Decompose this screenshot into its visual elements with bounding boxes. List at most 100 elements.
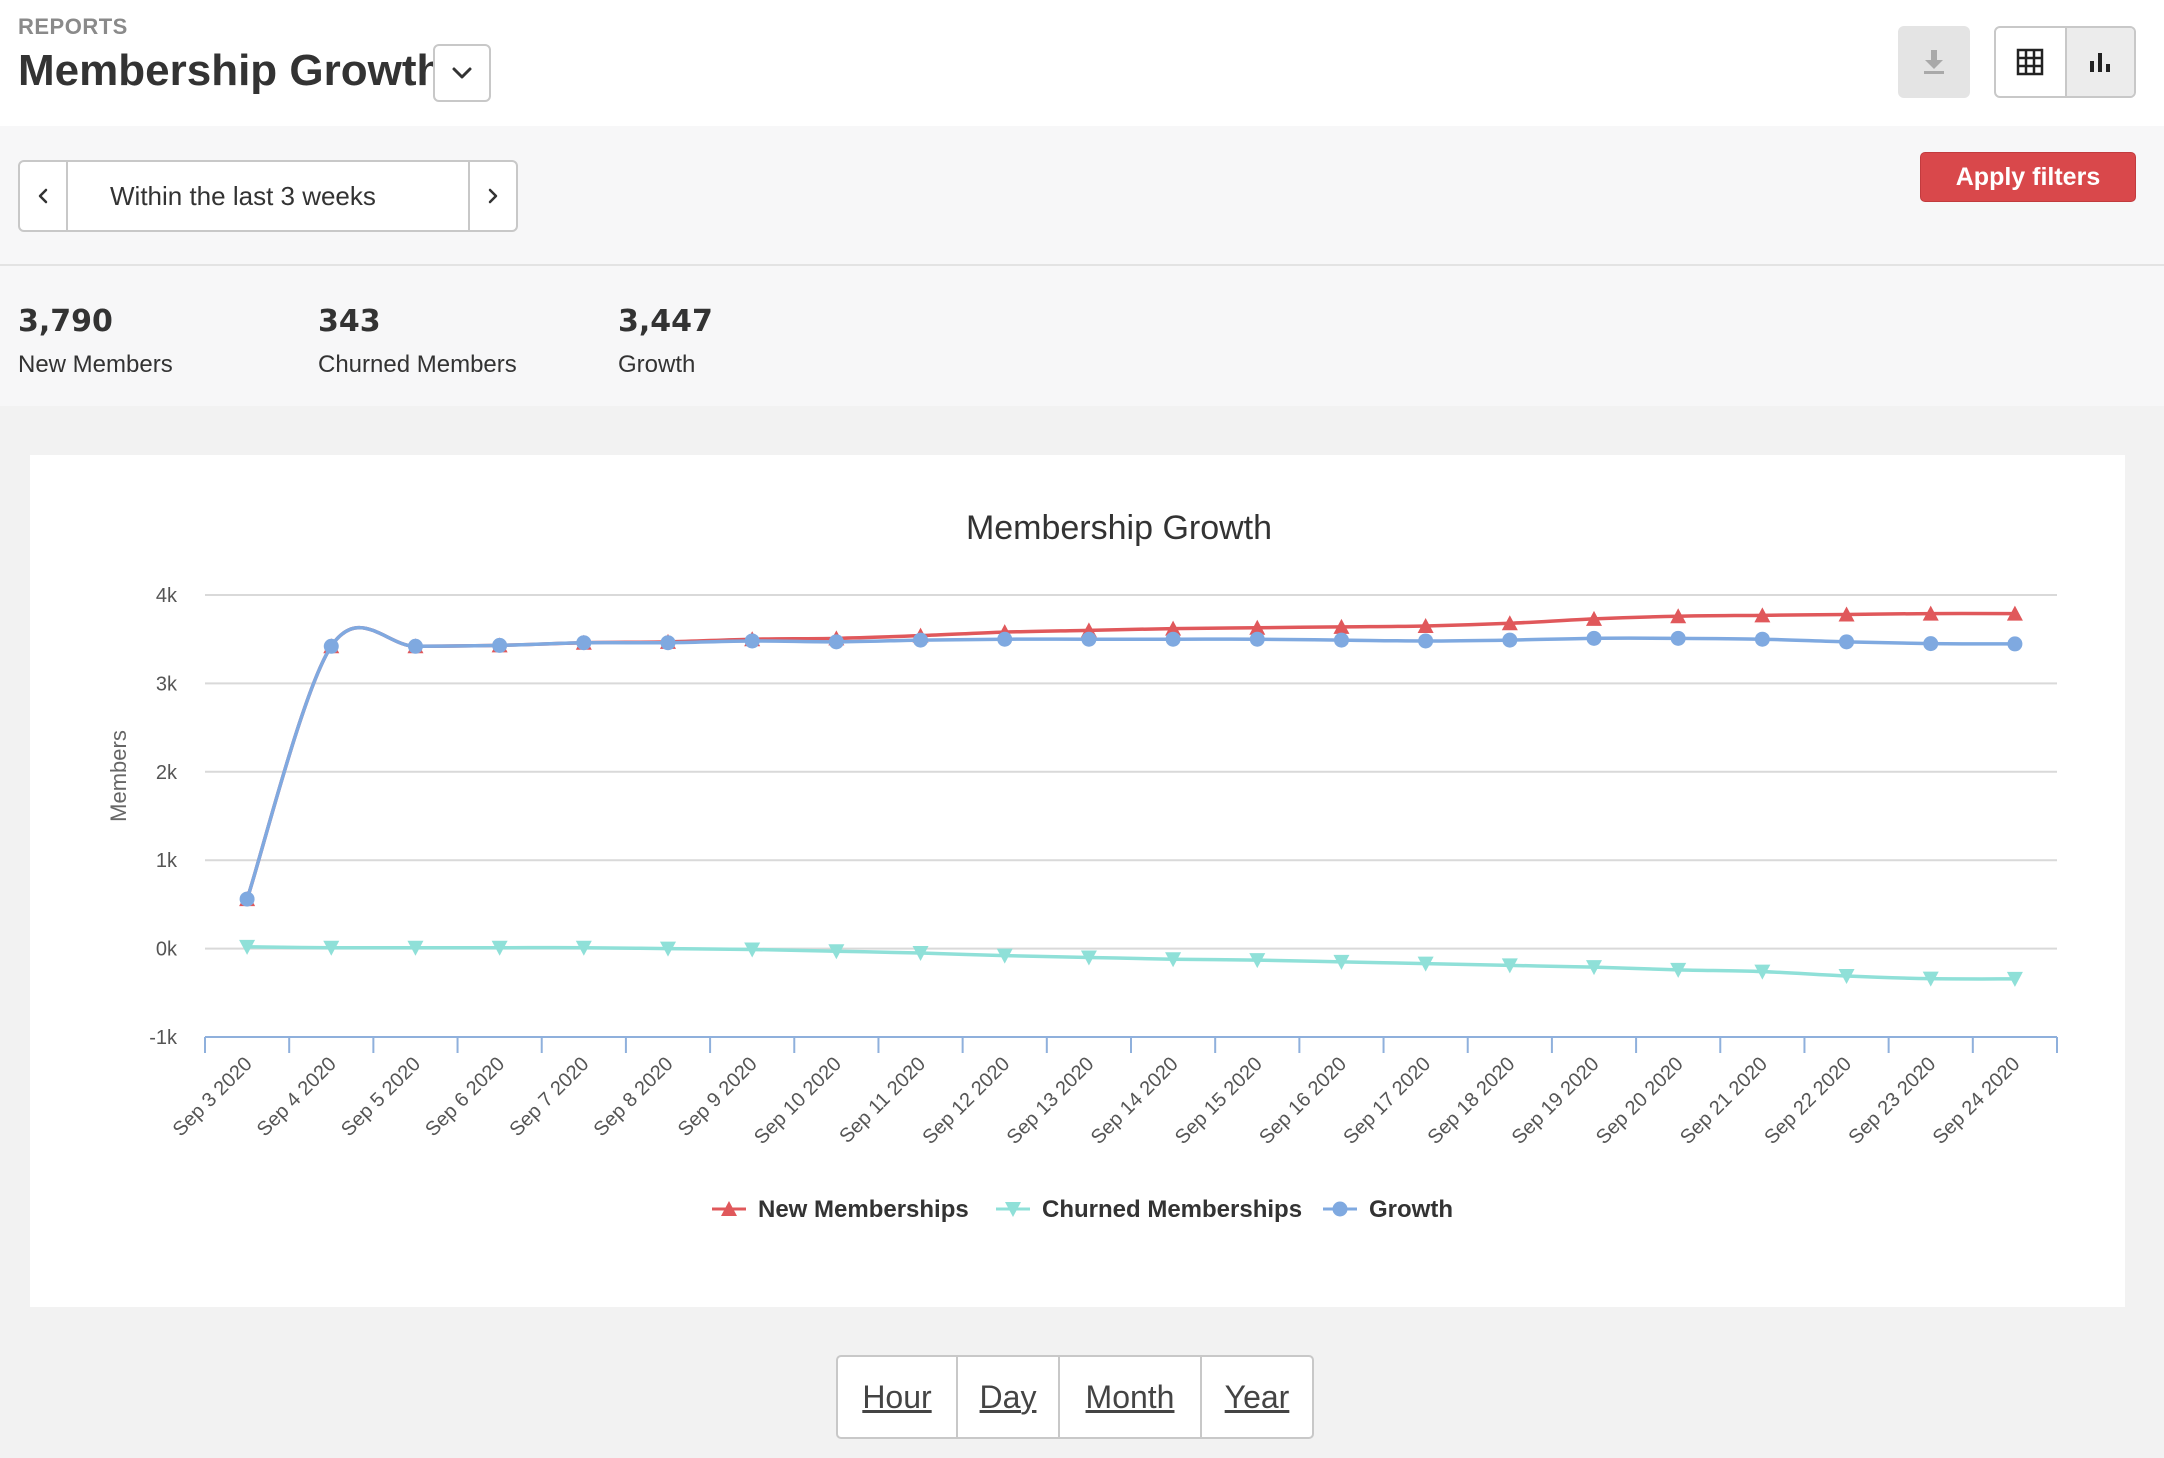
- y-axis-label: Members: [106, 730, 131, 822]
- granularity-hour[interactable]: Hour: [862, 1378, 932, 1415]
- data-point-churned-memberships: [744, 942, 761, 958]
- data-point-churned-memberships: [1670, 962, 1687, 978]
- data-point-churned-memberships: [407, 940, 424, 956]
- data-point-churned-memberships: [239, 939, 256, 955]
- data-point-new-memberships: [1333, 618, 1350, 634]
- x-tick-label: Sep 10 2020: [750, 1053, 846, 1149]
- data-point-new-memberships: [1586, 610, 1602, 626]
- stat-label: New Members: [18, 351, 173, 378]
- data-point-growth: [1839, 634, 1855, 650]
- x-tick-label: Sep 9 2020: [674, 1053, 762, 1141]
- data-point-growth: [1165, 631, 1181, 647]
- download-button[interactable]: [1898, 26, 1970, 98]
- chevron-right-icon: [488, 188, 498, 204]
- data-point-growth: [1923, 636, 1939, 652]
- data-point-new-memberships: [1838, 606, 1855, 622]
- data-point-churned-memberships: [1838, 969, 1855, 985]
- date-range-label[interactable]: Within the last 3 weeks: [110, 180, 376, 211]
- data-point-churned-memberships: [1333, 954, 1350, 970]
- x-tick-label: Sep 12 2020: [918, 1053, 1014, 1149]
- data-point-growth: [1586, 630, 1602, 646]
- download-icon: [1924, 50, 1944, 74]
- data-point-churned-memberships: [912, 946, 929, 962]
- data-point-churned-memberships: [1417, 956, 1434, 972]
- data-point-growth: [1081, 631, 1097, 647]
- data-point-churned-memberships: [2006, 971, 2023, 987]
- filters-bar: Within the last 3 weeks Apply filters: [0, 126, 2164, 266]
- data-point-new-memberships: [1754, 607, 1771, 623]
- data-point-growth: [407, 638, 423, 654]
- series-line-growth: [245, 625, 2015, 900]
- stat-value: 3,790: [18, 304, 113, 339]
- x-tick-label: Sep 22 2020: [1760, 1053, 1856, 1149]
- x-tick-label: Sep 7 2020: [505, 1053, 593, 1141]
- data-point-churned-memberships: [1754, 964, 1771, 980]
- chart-title: Membership Growth: [966, 509, 1272, 547]
- stat-growth: 3,447 Growth: [618, 304, 713, 379]
- stat-value: 343: [318, 304, 381, 339]
- y-tick-label: -1k: [149, 1027, 178, 1049]
- data-point-churned-memberships: [1922, 971, 1939, 987]
- y-tick-label: 3k: [156, 673, 178, 695]
- data-point-new-memberships: [1249, 619, 1266, 635]
- chart-view-button[interactable]: [2064, 28, 2134, 96]
- y-tick-label: 0k: [156, 939, 178, 961]
- apply-filters-button[interactable]: Apply filters: [1920, 152, 2136, 202]
- data-point-growth: [1333, 632, 1349, 648]
- chevron-left-icon: [38, 188, 48, 204]
- previous-range-button[interactable]: [20, 162, 68, 230]
- chart-card: Membership Growth -1k 0k 1k 2k 3k 4k Members Sep…: [30, 455, 2125, 1307]
- x-tick-label: Sep 24 2020: [1929, 1053, 2025, 1149]
- granularity-selector: Hour Day Month Year: [836, 1355, 1314, 1439]
- x-tick-label: Sep 18 2020: [1424, 1053, 1520, 1149]
- data-point-growth: [576, 635, 592, 651]
- granularity-day[interactable]: Day: [956, 1357, 1058, 1437]
- data-point-churned-memberships: [1249, 953, 1266, 969]
- data-point-churned-memberships: [996, 948, 1013, 964]
- data-point-growth: [744, 633, 760, 649]
- table-view-button[interactable]: [1996, 28, 2065, 96]
- data-point-growth: [2007, 636, 2023, 652]
- x-tick-label: Sep 4 2020: [253, 1053, 341, 1141]
- summary-stats: 3,790 New Members 343 Churned Members 3,…: [0, 266, 2164, 406]
- data-point-growth: [913, 632, 929, 648]
- data-point-new-memberships: [1670, 608, 1687, 624]
- data-point-new-memberships: [1165, 620, 1182, 636]
- data-point-churned-memberships: [1165, 952, 1182, 968]
- data-point-churned-memberships: [323, 940, 340, 956]
- data-point-new-memberships: [1922, 605, 1939, 621]
- x-tick-label: Sep 21 2020: [1676, 1053, 1772, 1149]
- report-selector-button[interactable]: [433, 44, 491, 102]
- date-range-picker: Within the last 3 weeks: [18, 160, 518, 232]
- x-tick-label: Sep 8 2020: [590, 1053, 678, 1141]
- stat-label: Growth: [618, 351, 696, 378]
- legend-marker-churned-memberships: [1005, 1202, 1021, 1217]
- data-point-growth: [997, 631, 1013, 647]
- breadcrumb-reports: REPORTS: [18, 14, 128, 39]
- granularity-year[interactable]: Year: [1200, 1357, 1312, 1437]
- data-point-growth: [1249, 631, 1265, 647]
- legend-marker-new-memberships: [721, 1201, 737, 1216]
- x-tick-label: Sep 17 2020: [1339, 1053, 1435, 1149]
- x-tick-label: Sep 6 2020: [421, 1053, 509, 1141]
- report-header: REPORTS Membership Growth: [0, 0, 2164, 126]
- data-point-growth: [828, 634, 844, 650]
- view-toggle: [1994, 26, 2136, 98]
- membership-growth-chart: Membership Growth -1k 0k 1k 2k 3k 4k Members Sep…: [106, 509, 2058, 1223]
- next-range-button[interactable]: [468, 162, 516, 230]
- data-point-churned-memberships: [660, 941, 676, 957]
- granularity-month[interactable]: Month: [1058, 1357, 1200, 1437]
- data-point-growth: [1418, 633, 1434, 649]
- y-tick-label: 1k: [156, 850, 178, 872]
- series-line-new-memberships: [245, 611, 2015, 900]
- legend-marker-growth: [1332, 1201, 1348, 1217]
- table-grid-icon: [2017, 48, 2044, 76]
- data-point-churned-memberships: [1080, 950, 1097, 966]
- data-point-churned-memberships: [491, 940, 508, 956]
- stat-new-members: 3,790 New Members: [18, 304, 173, 379]
- stat-label: Churned Members: [318, 351, 517, 378]
- x-tick-label: Sep 3 2020: [169, 1053, 257, 1141]
- data-point-growth: [1502, 632, 1518, 648]
- data-point-churned-memberships: [1501, 958, 1518, 974]
- bar-chart-icon: [2090, 53, 2111, 72]
